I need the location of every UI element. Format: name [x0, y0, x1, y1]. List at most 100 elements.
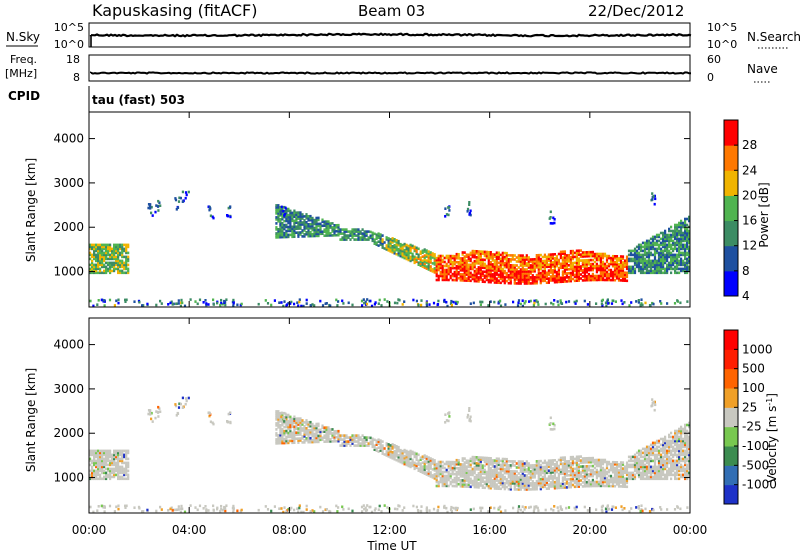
power-echo-cell: [357, 238, 360, 241]
velocity-echo-cell: [519, 484, 522, 487]
velocity-echo-cell: [611, 468, 615, 472]
power-echo-cell: [481, 262, 484, 265]
power-echo-cell: [672, 239, 675, 243]
velocity-echo-cell: [483, 470, 486, 474]
velocity-echo-cell: [591, 484, 594, 488]
power-echo-cell: [441, 260, 444, 264]
velocity-echo-cell: [89, 469, 92, 473]
power-echo-cell: [493, 277, 496, 280]
velocity-echo-cell: [567, 481, 570, 485]
velocity-echo-cell: [295, 421, 298, 424]
power-echo-cell: [529, 268, 532, 271]
power-echo-cell: [688, 255, 691, 259]
velocity-echo-cell: [285, 441, 288, 445]
power-echo-cell: [289, 302, 292, 305]
power-echo-cell: [403, 300, 406, 303]
power-echo-cell: [401, 249, 404, 253]
power-echo-cell: [599, 260, 602, 264]
power-echo-cell: [575, 255, 578, 259]
velocity-echo-cell: [583, 471, 586, 474]
velocity-echo-cell: [483, 482, 486, 486]
velocity-echo-cell: [563, 466, 566, 469]
power-echo-cell: [315, 232, 318, 236]
velocity-echo-cell: [109, 475, 112, 479]
power-echo-cell: [595, 276, 598, 280]
power-echo-cell: [512, 300, 515, 304]
power-echo-cell: [501, 251, 504, 255]
velocity-echo-cell: [105, 453, 108, 457]
velocity-echo-cell: [415, 462, 418, 466]
velocity-echo-cell: [451, 462, 454, 466]
power-echo-cell: [585, 251, 588, 254]
power-echo-cell: [321, 230, 324, 233]
power-echo-cell: [333, 224, 336, 227]
velocity-echo-cell: [121, 465, 124, 469]
power-echo-cell: [431, 254, 434, 257]
velocity-echo-cell: [445, 470, 448, 474]
power-echo-cell: [647, 271, 651, 275]
power-echo-cell: [503, 263, 506, 267]
power-echo-cell: [270, 303, 273, 307]
velocity-echo-cell: [565, 468, 568, 471]
velocity-echo-cell: [421, 455, 424, 458]
velocity-echo-cell: [117, 467, 120, 471]
power-echo-cell: [637, 263, 641, 267]
power-echo-cell: [113, 269, 116, 273]
power-echo-cell: [125, 259, 128, 263]
power-echo-cell: [587, 262, 590, 266]
power-echo-cell: [349, 230, 352, 233]
velocity-echo-cell: [485, 478, 488, 482]
velocity-echo-cell: [639, 473, 643, 477]
power-echo-cell: [571, 257, 574, 261]
power-echo-cell: [605, 278, 609, 282]
power-echo-cell: [668, 243, 671, 247]
power-echo-cell: [325, 228, 328, 231]
power-echo-cell: [121, 243, 124, 247]
power-echo-cell: [499, 261, 502, 265]
velocity-echo-cell: [341, 444, 344, 447]
nsearch-tick-bottom: 10^0: [707, 38, 737, 51]
velocity-echo-cell: [643, 463, 647, 467]
velocity-echo-cell: [449, 472, 452, 476]
velocity-echo-cell: [537, 479, 540, 483]
power-echo-cell: [313, 304, 316, 307]
velocity-echo-cell: [523, 482, 526, 485]
velocity-echo-cell: [513, 480, 516, 483]
velocity-echo-cell: [605, 484, 609, 488]
power-echo-cell: [379, 239, 382, 242]
velocity-echo-cell: [371, 443, 374, 447]
velocity-echo-cell: [515, 488, 518, 491]
power-echo-cell: [637, 243, 641, 247]
velocity-echo-cell: [477, 458, 480, 461]
power-echo-cell: [441, 264, 444, 268]
velocity-echo-cell: [601, 482, 605, 486]
velocity-echo-cell: [607, 482, 611, 486]
power-echo-cell: [109, 265, 112, 269]
power-echo-cell: [659, 249, 663, 253]
velocity-echo-cell: [635, 469, 639, 473]
power-echo-cell: [439, 272, 442, 276]
power-echo-cell: [117, 267, 120, 271]
power-echo-cell: [351, 234, 354, 237]
velocity-echo-cell: [443, 474, 446, 478]
velocity-echo-cell: [523, 486, 526, 489]
power-echo-cell: [296, 301, 299, 304]
power-echo-cell: [485, 256, 488, 260]
power-echo-cell: [493, 267, 496, 270]
velocity-echo-cell: [623, 481, 627, 484]
power-echo-cell: [289, 211, 292, 215]
velocity-echo-cell: [427, 466, 430, 469]
power-echo-cell: [509, 268, 512, 271]
power-echo-cell: [680, 243, 683, 247]
velocity-echo-cell: [621, 479, 625, 482]
power-echo-cell: [533, 258, 536, 261]
power-echo-cell: [453, 266, 456, 270]
velocity-echo-cell: [297, 433, 300, 436]
power-echo-cell: [525, 256, 528, 259]
power-echo-cell: [113, 247, 116, 251]
velocity-echo-cell: [489, 484, 492, 488]
power-echo-cell: [668, 227, 671, 231]
power-echo-cell: [452, 300, 455, 304]
velocity-echo-cell: [631, 459, 635, 463]
power-echo-layer: [89, 190, 691, 308]
